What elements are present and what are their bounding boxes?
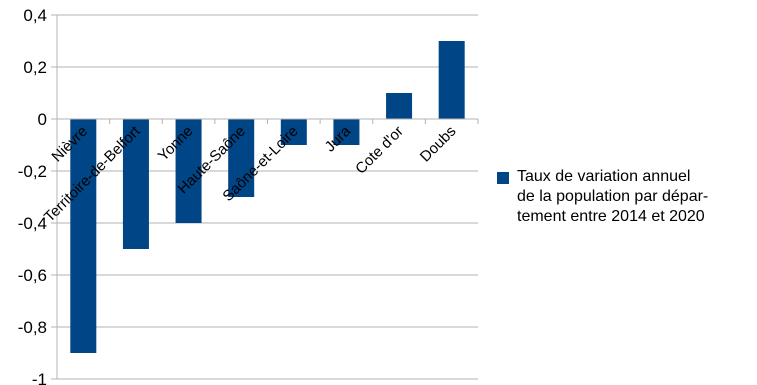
axes: [56, 15, 479, 379]
bar: [70, 119, 97, 353]
y-tick-label: -0,2: [18, 162, 47, 181]
legend: Taux de variation annuel de la populatio…: [497, 167, 755, 227]
bar: [438, 41, 465, 119]
y-tick-label: -0,4: [18, 214, 47, 233]
bar: [333, 119, 360, 145]
bars: [70, 41, 465, 353]
legend-label: Taux de variation annuel de la populatio…: [517, 168, 709, 225]
y-tick-label: 0,2: [23, 58, 47, 77]
bar: [122, 119, 149, 249]
bar: [228, 119, 255, 197]
x-category-label: Doubs: [417, 123, 460, 166]
y-tick-label: -1: [32, 370, 47, 385]
bar: [386, 93, 413, 119]
y-tick-label: -0,6: [18, 266, 47, 285]
grid-lines: [51, 14, 478, 380]
y-tick-label: 0,4: [23, 6, 47, 25]
legend-swatch: [497, 172, 509, 184]
y-tick-label: 0: [38, 110, 47, 129]
bar: [280, 119, 307, 145]
x-category-label: Cote d'or: [352, 123, 407, 178]
y-axis-labels: -1 -0,8 -0,6 -0,4 -0,2 0 0,2 0,4: [18, 6, 47, 385]
y-tick-label: -0,8: [18, 318, 47, 337]
bar: [175, 119, 202, 223]
